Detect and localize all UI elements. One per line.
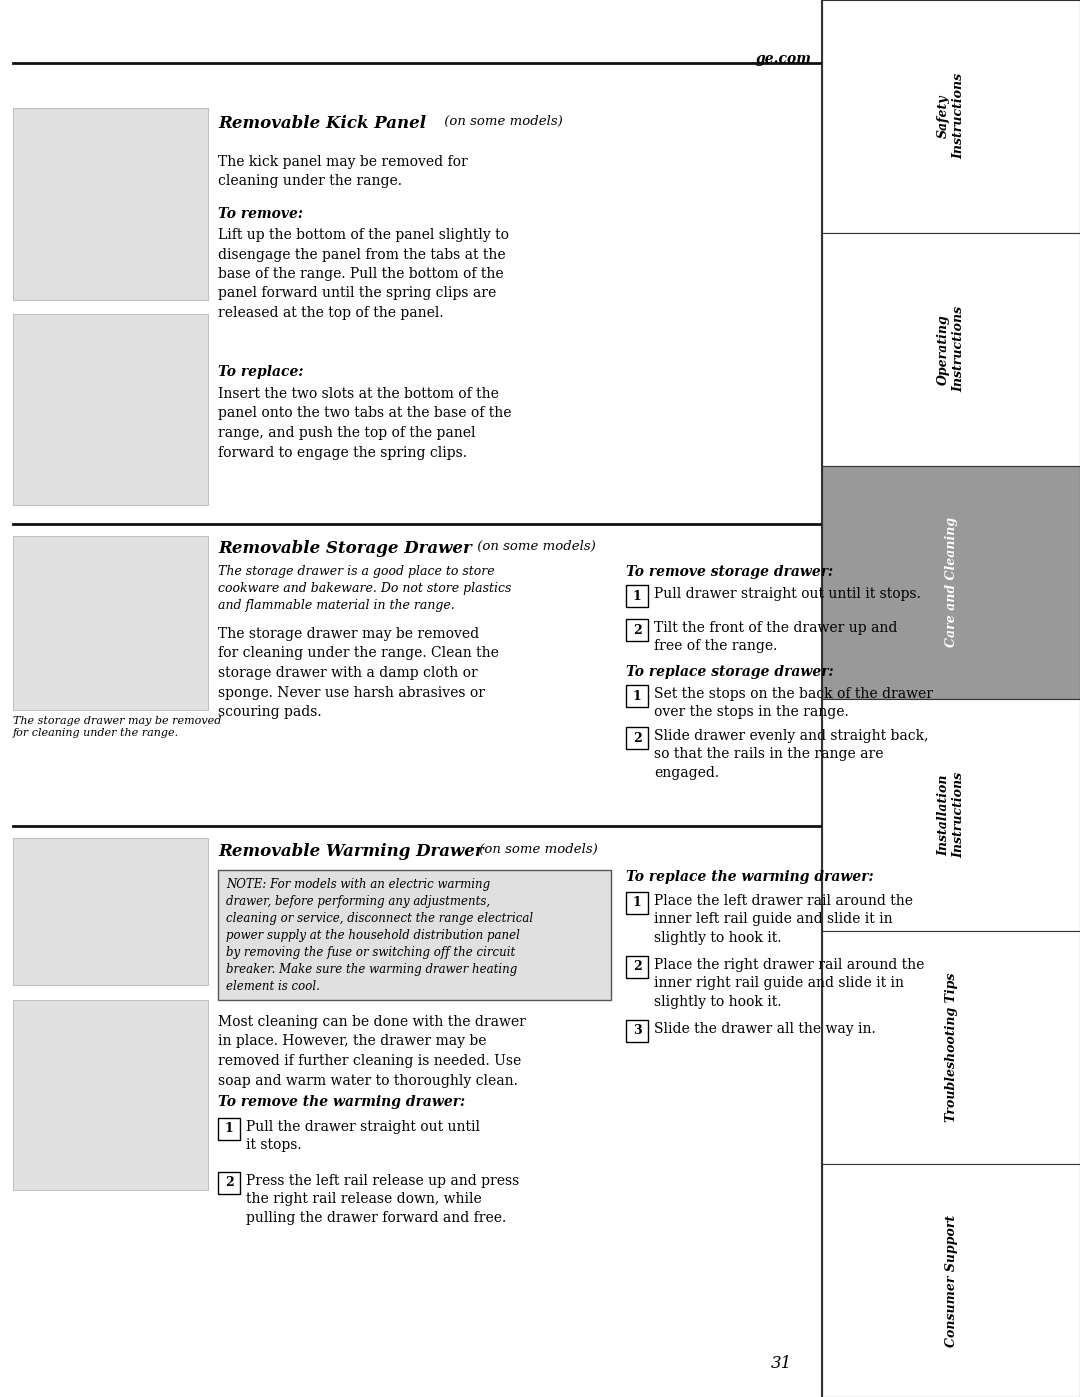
Bar [626, 685, 648, 707]
Text: (on some models): (on some models) [473, 541, 596, 553]
Text: To replace:: To replace: [218, 365, 303, 379]
Text: To replace storage drawer:: To replace storage drawer: [626, 665, 834, 679]
Text: 2: 2 [633, 623, 642, 637]
Text: The storage drawer is a good place to store
cookware and bakeware. Do not store : The storage drawer is a good place to st… [218, 564, 511, 612]
Text: Consumer Support: Consumer Support [945, 1214, 958, 1347]
Text: Slide the drawer all the way in.: Slide the drawer all the way in. [654, 1023, 876, 1037]
Text: 1: 1 [633, 690, 642, 703]
Text: (on some models): (on some models) [475, 842, 597, 856]
Bar [626, 893, 648, 914]
Bar [13, 108, 208, 300]
Text: 1: 1 [633, 897, 642, 909]
Text: To remove storage drawer:: To remove storage drawer: [626, 564, 833, 578]
Text: Safety
Instructions: Safety Instructions [937, 74, 966, 159]
Text: ge.com: ge.com [756, 52, 812, 66]
Bar [13, 1000, 208, 1190]
Text: 2: 2 [633, 961, 642, 974]
Bar [218, 870, 611, 1000]
Bar [822, 932, 1080, 1164]
Text: The storage drawer may be removed
for cleaning under the range.: The storage drawer may be removed for cl… [13, 717, 221, 739]
Text: NOTE: For models with an electric warming
drawer, before performing any adjustme: NOTE: For models with an electric warmin… [226, 877, 534, 993]
Text: Tilt the front of the drawer up and
free of the range.: Tilt the front of the drawer up and free… [654, 622, 897, 654]
Bar [626, 1020, 648, 1042]
Text: Slide drawer evenly and straight back,
so that the rails in the range are
engage: Slide drawer evenly and straight back, s… [654, 729, 929, 780]
Text: 1: 1 [225, 1123, 233, 1136]
Bar [626, 585, 648, 608]
Text: (on some models): (on some models) [440, 115, 563, 129]
Text: To replace the warming drawer:: To replace the warming drawer: [626, 870, 874, 884]
Bar [626, 956, 648, 978]
Text: Installation
Instructions: Installation Instructions [937, 773, 966, 858]
Text: Insert the two slots at the bottom of the
panel onto the two tabs at the base of: Insert the two slots at the bottom of th… [218, 387, 512, 460]
Bar [822, 1164, 1080, 1397]
Text: Place the left drawer rail around the
inner left rail guide and slide it in
slig: Place the left drawer rail around the in… [654, 894, 913, 944]
Bar [822, 233, 1080, 465]
Text: Removable Kick Panel: Removable Kick Panel [218, 115, 427, 131]
Bar [13, 536, 208, 710]
Bar [13, 314, 208, 504]
Text: Operating
Instructions: Operating Instructions [937, 306, 966, 393]
Text: Removable Warming Drawer: Removable Warming Drawer [218, 842, 484, 861]
Text: 2: 2 [633, 732, 642, 745]
Text: Pull the drawer straight out until
it stops.: Pull the drawer straight out until it st… [246, 1120, 480, 1153]
Text: Troubleshooting Tips: Troubleshooting Tips [945, 974, 958, 1122]
Text: The kick panel may be removed for
cleaning under the range.: The kick panel may be removed for cleani… [218, 155, 468, 189]
Bar [822, 698, 1080, 932]
Text: Removable Storage Drawer: Removable Storage Drawer [218, 541, 472, 557]
Text: Pull drawer straight out until it stops.: Pull drawer straight out until it stops. [654, 587, 921, 601]
Text: Set the stops on the back of the drawer
over the stops in the range.: Set the stops on the back of the drawer … [654, 687, 933, 719]
Text: Place the right drawer rail around the
inner right rail guide and slide it in
sl: Place the right drawer rail around the i… [654, 958, 924, 1009]
Text: The storage drawer may be removed
for cleaning under the range. Clean the
storag: The storage drawer may be removed for cl… [218, 627, 499, 719]
Text: Press the left rail release up and press
the right rail release down, while
pull: Press the left rail release up and press… [246, 1173, 519, 1225]
Text: To remove:: To remove: [218, 207, 303, 221]
Text: 1: 1 [633, 590, 642, 602]
Text: Lift up the bottom of the panel slightly to
disengage the panel from the tabs at: Lift up the bottom of the panel slightly… [218, 228, 509, 320]
Bar [218, 1172, 240, 1194]
Bar [218, 1118, 240, 1140]
Bar [822, 0, 1080, 233]
Bar [626, 726, 648, 749]
Text: Care and Cleaning: Care and Cleaning [945, 517, 958, 647]
Text: 3: 3 [633, 1024, 642, 1038]
Bar [13, 838, 208, 985]
Text: To remove the warming drawer:: To remove the warming drawer: [218, 1095, 465, 1109]
Bar [822, 465, 1080, 698]
Bar [626, 619, 648, 641]
Text: 31: 31 [771, 1355, 792, 1372]
Text: Most cleaning can be done with the drawer
in place. However, the drawer may be
r: Most cleaning can be done with the drawe… [218, 1016, 526, 1087]
Text: 2: 2 [225, 1176, 233, 1189]
